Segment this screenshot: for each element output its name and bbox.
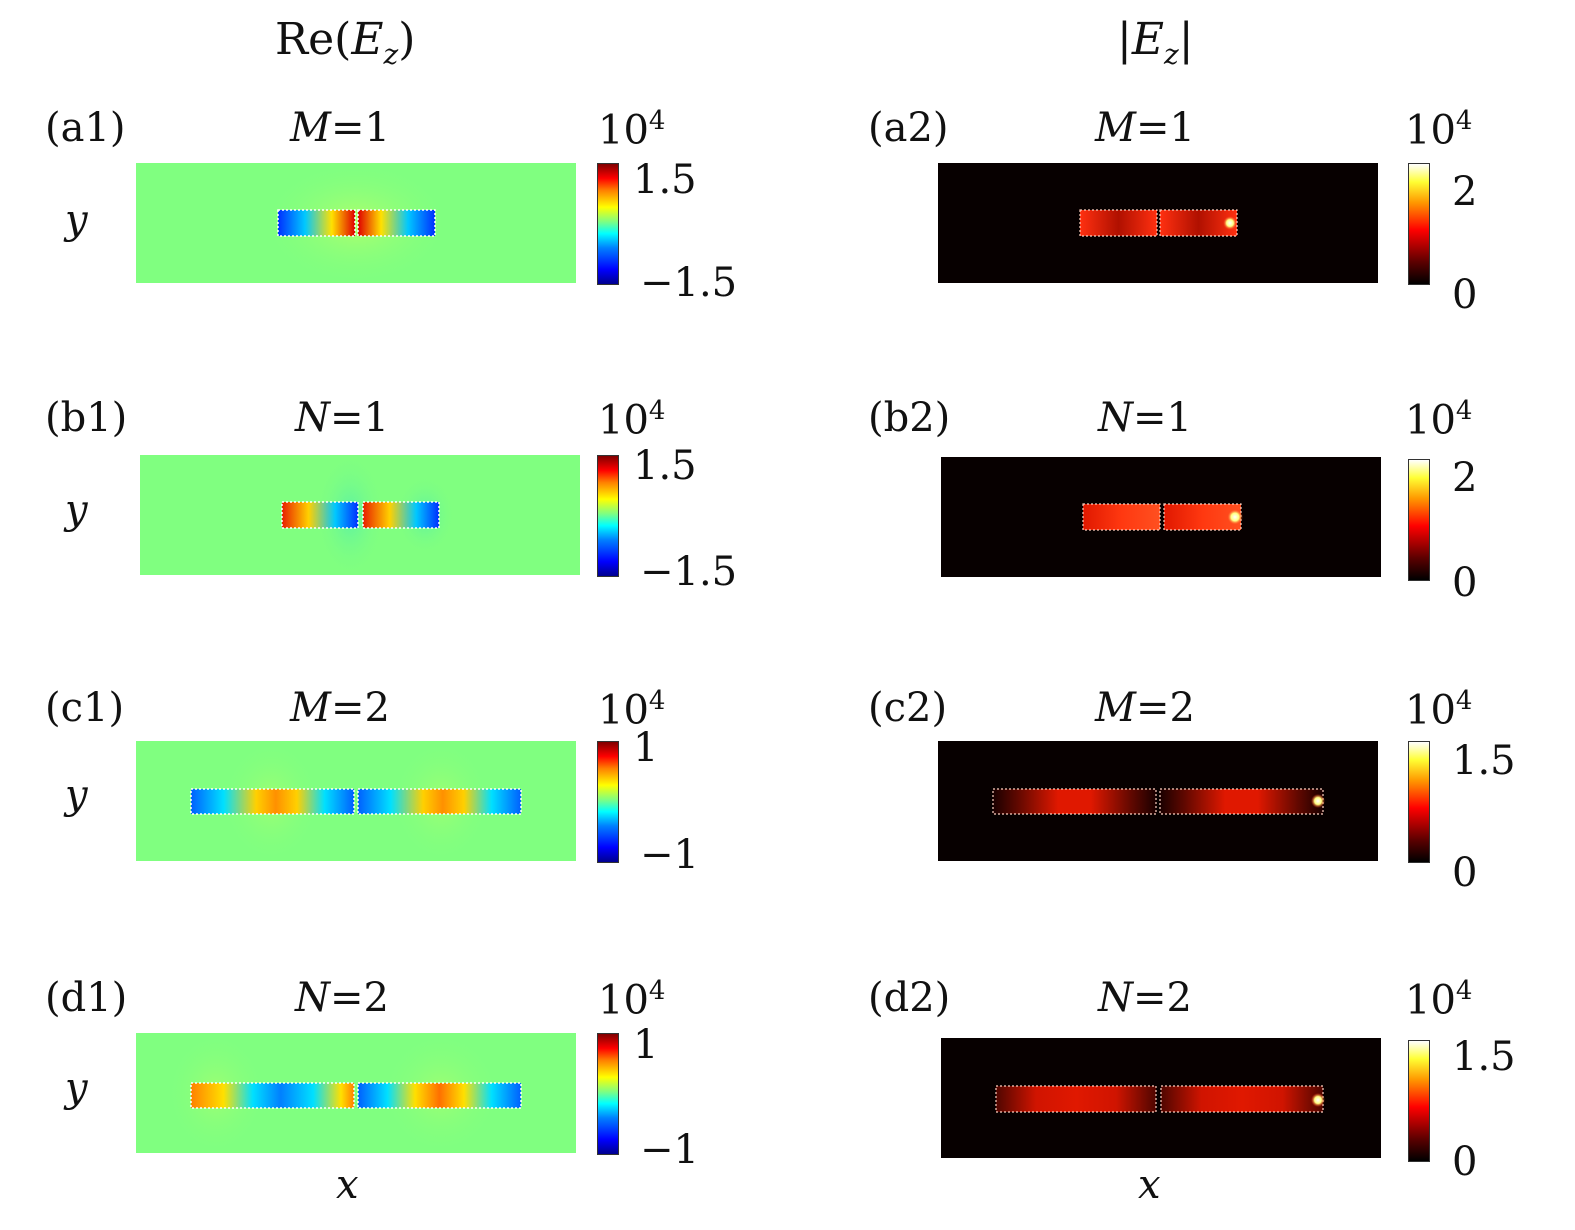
colorbar-b2 <box>1408 459 1430 581</box>
colorbar-min-c2: 0 <box>1452 850 1478 896</box>
panel-title-a2: M=1 <box>1095 105 1195 151</box>
colorbar-b1 <box>597 455 619 577</box>
colorbar-max-d2: 1.5 <box>1452 1034 1516 1080</box>
colorbar-exponent-b2: 104 <box>1405 396 1473 444</box>
colorbar-a1 <box>597 163 619 285</box>
field-map-b2 <box>941 457 1381 577</box>
field-map-c1 <box>136 741 576 861</box>
y-axis-label-c1: y <box>65 772 88 818</box>
colorbar-a2 <box>1408 163 1430 285</box>
colorbar-min-c1: −1 <box>640 832 699 878</box>
colorbar-max-b2: 2 <box>1452 455 1478 501</box>
colorbar-c1 <box>597 741 619 863</box>
colorbar-min-b1: −1.5 <box>640 549 738 595</box>
colorbar-exponent-d1: 104 <box>598 976 666 1024</box>
colorbar-exponent-c1: 104 <box>598 686 666 734</box>
colorbar-d1 <box>597 1033 619 1155</box>
column-title-re: Re(Ez) <box>275 14 416 71</box>
panel-title-d1: N=2 <box>295 975 389 1021</box>
colorbar-max-c1: 1 <box>633 725 659 771</box>
colorbar-min-d1: −1 <box>640 1127 699 1173</box>
panel-title-b1: N=1 <box>295 395 389 441</box>
panel-title-a1: M=1 <box>290 105 390 151</box>
panel-title-c2: M=2 <box>1095 685 1195 731</box>
y-axis-label-a1: y <box>65 197 88 243</box>
colorbar-exponent-a1: 104 <box>598 106 666 154</box>
panel-label-b2: (b2) <box>868 395 951 441</box>
colorbar-min-d2: 0 <box>1452 1139 1478 1185</box>
column-title-abs: |Ez| <box>1117 14 1194 71</box>
panel-label-c1: (c1) <box>45 685 125 731</box>
field-map-a1 <box>136 163 576 283</box>
field-map-d1 <box>136 1033 576 1153</box>
panel-label-c2: (c2) <box>868 685 948 731</box>
colorbar-min-a1: −1.5 <box>640 260 738 306</box>
colorbar-max-a1: 1.5 <box>633 157 697 203</box>
colorbar-max-b1: 1.5 <box>633 443 697 489</box>
colorbar-c2 <box>1408 741 1430 863</box>
panel-title-c1: M=2 <box>290 685 390 731</box>
panel-label-b1: (b1) <box>45 395 128 441</box>
colorbar-max-d1: 1 <box>633 1022 659 1068</box>
field-map-c2 <box>938 741 1378 861</box>
panel-label-a2: (a2) <box>868 105 949 151</box>
colorbar-max-a2: 2 <box>1452 169 1478 215</box>
colorbar-exponent-b1: 104 <box>598 396 666 444</box>
colorbar-exponent-c2: 104 <box>1405 686 1473 734</box>
panel-label-d1: (d1) <box>45 975 128 1021</box>
field-map-d2 <box>941 1038 1381 1158</box>
x-axis-label-right: x <box>1138 1162 1161 1208</box>
panel-title-d2: N=2 <box>1098 975 1192 1021</box>
colorbar-min-b2: 0 <box>1452 560 1478 606</box>
panel-label-d2: (d2) <box>868 975 951 1021</box>
y-axis-label-b1: y <box>65 487 88 533</box>
x-axis-label-left: x <box>336 1162 359 1208</box>
panel-title-b2: N=1 <box>1098 395 1192 441</box>
colorbar-d2 <box>1408 1040 1430 1162</box>
colorbar-max-c2: 1.5 <box>1452 738 1516 784</box>
field-map-a2 <box>938 163 1378 283</box>
panel-label-a1: (a1) <box>45 105 126 151</box>
colorbar-min-a2: 0 <box>1452 272 1478 318</box>
y-axis-label-d1: y <box>65 1065 88 1111</box>
field-map-b1 <box>140 455 580 575</box>
colorbar-exponent-a2: 104 <box>1405 106 1473 154</box>
colorbar-exponent-d2: 104 <box>1405 976 1473 1024</box>
